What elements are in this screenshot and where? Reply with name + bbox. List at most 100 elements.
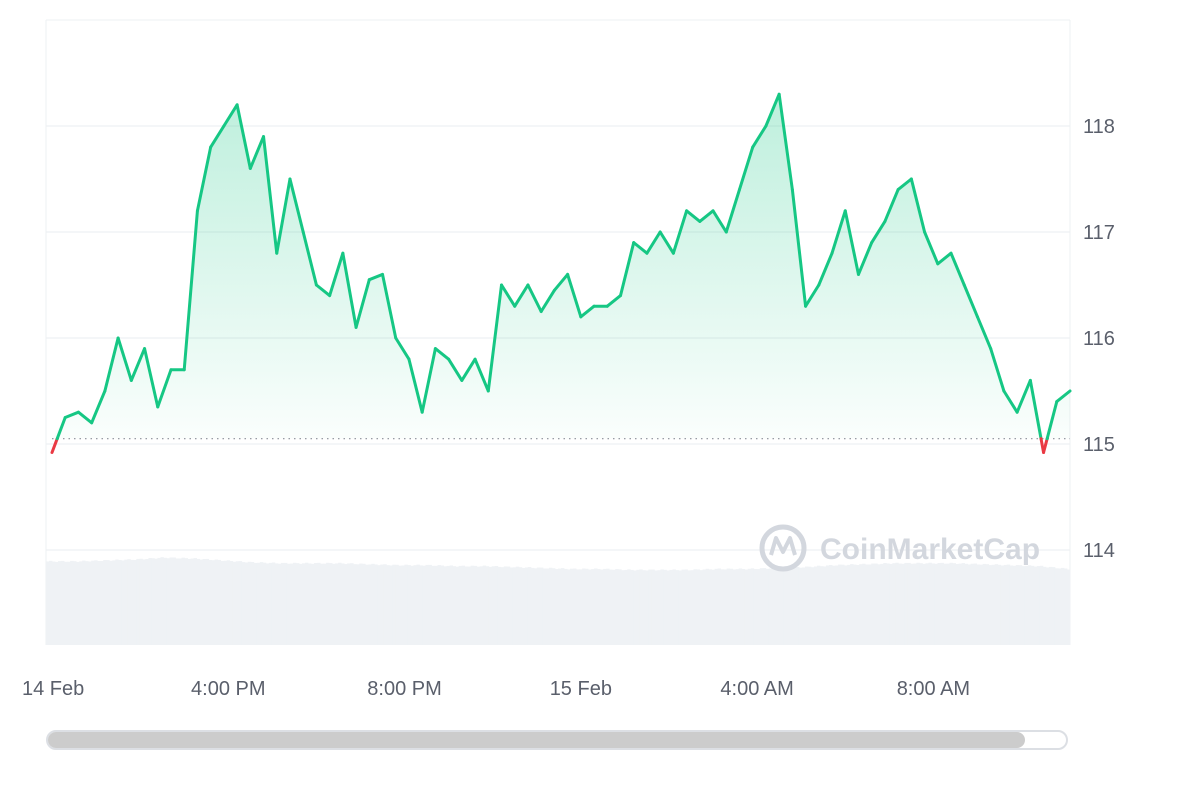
volume-bar: [738, 568, 743, 645]
price-segment: [645, 230, 662, 255]
price-segment: [605, 294, 622, 308]
price-segment: [486, 283, 504, 393]
volume-bar: [277, 563, 282, 645]
volume-bar: [1015, 565, 1020, 645]
volume-bar: [1051, 567, 1056, 645]
volume-bar: [530, 567, 535, 645]
volume-bar: [690, 570, 694, 645]
volume-bar: [247, 561, 252, 645]
volume-bar: [446, 565, 450, 645]
volume-bar: [265, 563, 270, 645]
volume-bar: [341, 563, 345, 645]
volume-bar: [320, 563, 324, 645]
volume-bar: [853, 564, 857, 645]
volume-bar: [1024, 565, 1029, 645]
volume-bar: [380, 564, 384, 645]
volume-bar: [286, 563, 291, 645]
scrollbar-thumb[interactable]: [48, 732, 1026, 748]
volume-bar: [1042, 566, 1047, 645]
volume-bar: [64, 561, 68, 645]
volume-bar: [67, 561, 71, 645]
volume-bar: [699, 570, 703, 645]
volume-bar: [425, 564, 429, 645]
volume-bar: [588, 569, 592, 645]
y-tick-label: 116: [1083, 328, 1115, 350]
volume-bar: [768, 568, 773, 645]
volume-bar: [826, 565, 830, 645]
volume-bar: [958, 563, 962, 645]
volume-bar: [892, 563, 896, 645]
volume-bar: [79, 561, 83, 645]
volume-bar: [735, 569, 740, 645]
volume-bar: [94, 560, 98, 645]
volume-bar: [579, 569, 583, 645]
volume-bar: [449, 565, 453, 645]
volume-bar: [329, 563, 333, 645]
volume-bar: [440, 565, 444, 645]
price-segment: [883, 188, 900, 223]
volume-bar: [850, 564, 854, 645]
volume-bar: [169, 557, 173, 645]
volume-bar: [112, 560, 116, 645]
price-segment: [566, 272, 583, 319]
volume-bar: [666, 570, 670, 645]
volume-bar: [823, 566, 827, 645]
volume-bar: [970, 563, 975, 645]
volume-bar: [109, 560, 113, 645]
price-segment: [209, 124, 226, 149]
price-segment: [896, 177, 913, 192]
x-tick-label: 14 Feb: [22, 678, 84, 700]
volume-bar: [410, 565, 414, 645]
price-segment: [433, 347, 451, 361]
volume-bar: [871, 563, 875, 645]
price-segment: [341, 251, 358, 329]
volume-bar: [895, 562, 899, 645]
volume-bar: [317, 562, 321, 645]
volume-bar: [717, 568, 722, 645]
volume-bar: [271, 562, 276, 645]
price-segment: [843, 209, 860, 276]
price-segment: [288, 177, 305, 234]
volume-bar: [232, 561, 237, 645]
volume-bar: [175, 558, 179, 645]
volume-bar: [997, 564, 1002, 645]
y-axis-labels: 114 115 116 117 118: [1083, 116, 1115, 562]
volume-bar: [476, 566, 481, 645]
price-segment: [275, 177, 292, 255]
volume-bar: [874, 563, 878, 645]
price-segment: [156, 368, 173, 409]
volume-bar: [157, 557, 161, 645]
volume-bar: [820, 566, 824, 645]
price-segment: [460, 357, 477, 382]
price-segment: [473, 357, 490, 393]
price-segment: [909, 177, 927, 234]
volume-bar: [976, 564, 981, 645]
price-segment: [301, 230, 318, 287]
price-segment: [711, 209, 728, 234]
volume-bar: [570, 568, 574, 645]
volume-bar: [199, 559, 204, 645]
volume-bar: [214, 559, 219, 645]
volume-bar: [464, 566, 469, 645]
volume-bar: [714, 568, 719, 645]
volume-bar: [651, 569, 655, 645]
price-segment: [50, 437, 59, 454]
price-segment: [143, 347, 160, 409]
price-segment: [936, 251, 953, 266]
volume-bar: [1036, 566, 1041, 645]
volume-bar: [377, 565, 381, 645]
volume-bar: [515, 566, 520, 645]
price-segment: [804, 283, 821, 308]
volume-bar: [136, 558, 140, 645]
volume-bar: [591, 569, 595, 645]
volume-bar: [428, 564, 432, 645]
volume-bar: [687, 570, 691, 645]
volume-bar: [371, 563, 375, 645]
price-segment: [923, 230, 940, 266]
volume-bar: [868, 564, 872, 645]
volume-bar: [389, 565, 393, 645]
time-range-scrollbar[interactable]: [46, 730, 1068, 750]
price-segment: [129, 347, 147, 382]
volume-bar: [672, 569, 676, 645]
volume-bar: [829, 565, 833, 645]
